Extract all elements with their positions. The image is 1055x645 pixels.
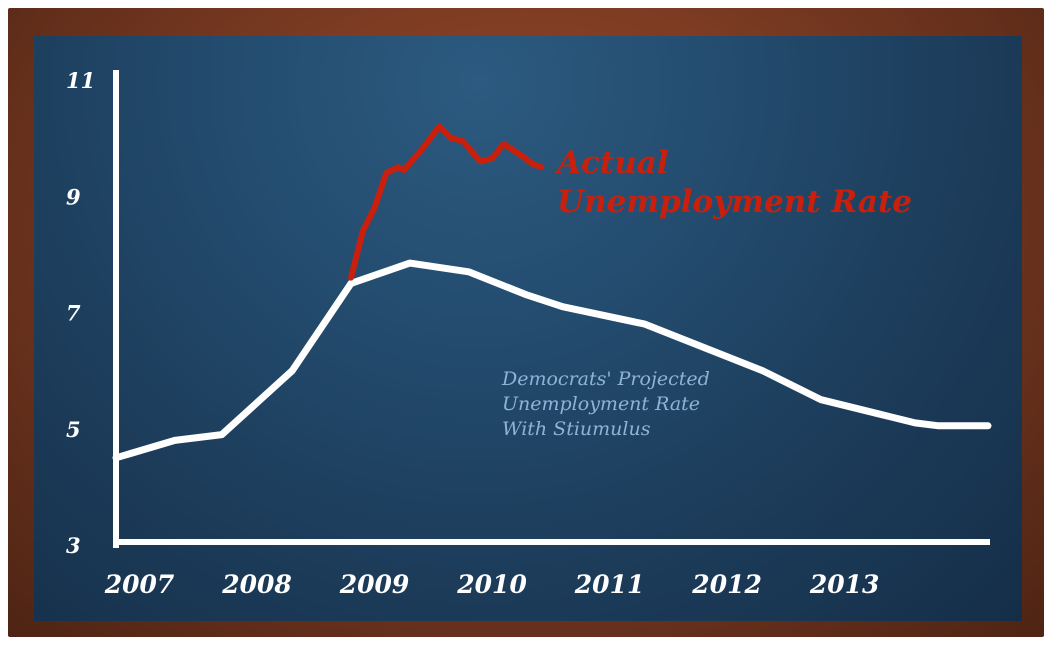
projected-annotation-line3: With Stiumulus <box>502 418 651 440</box>
y-tick-labels: 3 5 7 9 11 <box>66 68 95 558</box>
y-tick-label: 5 <box>66 417 81 442</box>
x-tick-label: 2012 <box>691 570 762 599</box>
projected-annotation-line2: Unemployment Rate <box>502 393 700 415</box>
x-tick-label: 2010 <box>456 570 527 599</box>
y-tick-label: 11 <box>66 68 95 93</box>
x-tick-label: 2008 <box>221 570 292 599</box>
y-tick-label: 3 <box>66 533 81 558</box>
projected-series-line <box>112 259 992 462</box>
y-tick-label: 9 <box>66 184 81 209</box>
x-tick-label: 2009 <box>339 570 410 599</box>
actual-annotation-line1: Actual <box>554 145 669 181</box>
x-tick-label: 2007 <box>104 570 175 599</box>
x-tick-label: 2011 <box>574 570 645 599</box>
projected-annotation-line1: Democrats' Projected <box>501 368 710 390</box>
chart-board <box>34 36 1022 621</box>
series-lines <box>112 123 992 462</box>
x-tick-label: 2013 <box>809 570 880 599</box>
actual-series-line <box>348 123 545 281</box>
y-tick-label: 7 <box>66 301 81 326</box>
x-tick-labels: 2007 2008 2009 2010 2011 2012 2013 <box>104 570 880 599</box>
actual-annotation-line2: Unemployment Rate <box>557 184 912 220</box>
